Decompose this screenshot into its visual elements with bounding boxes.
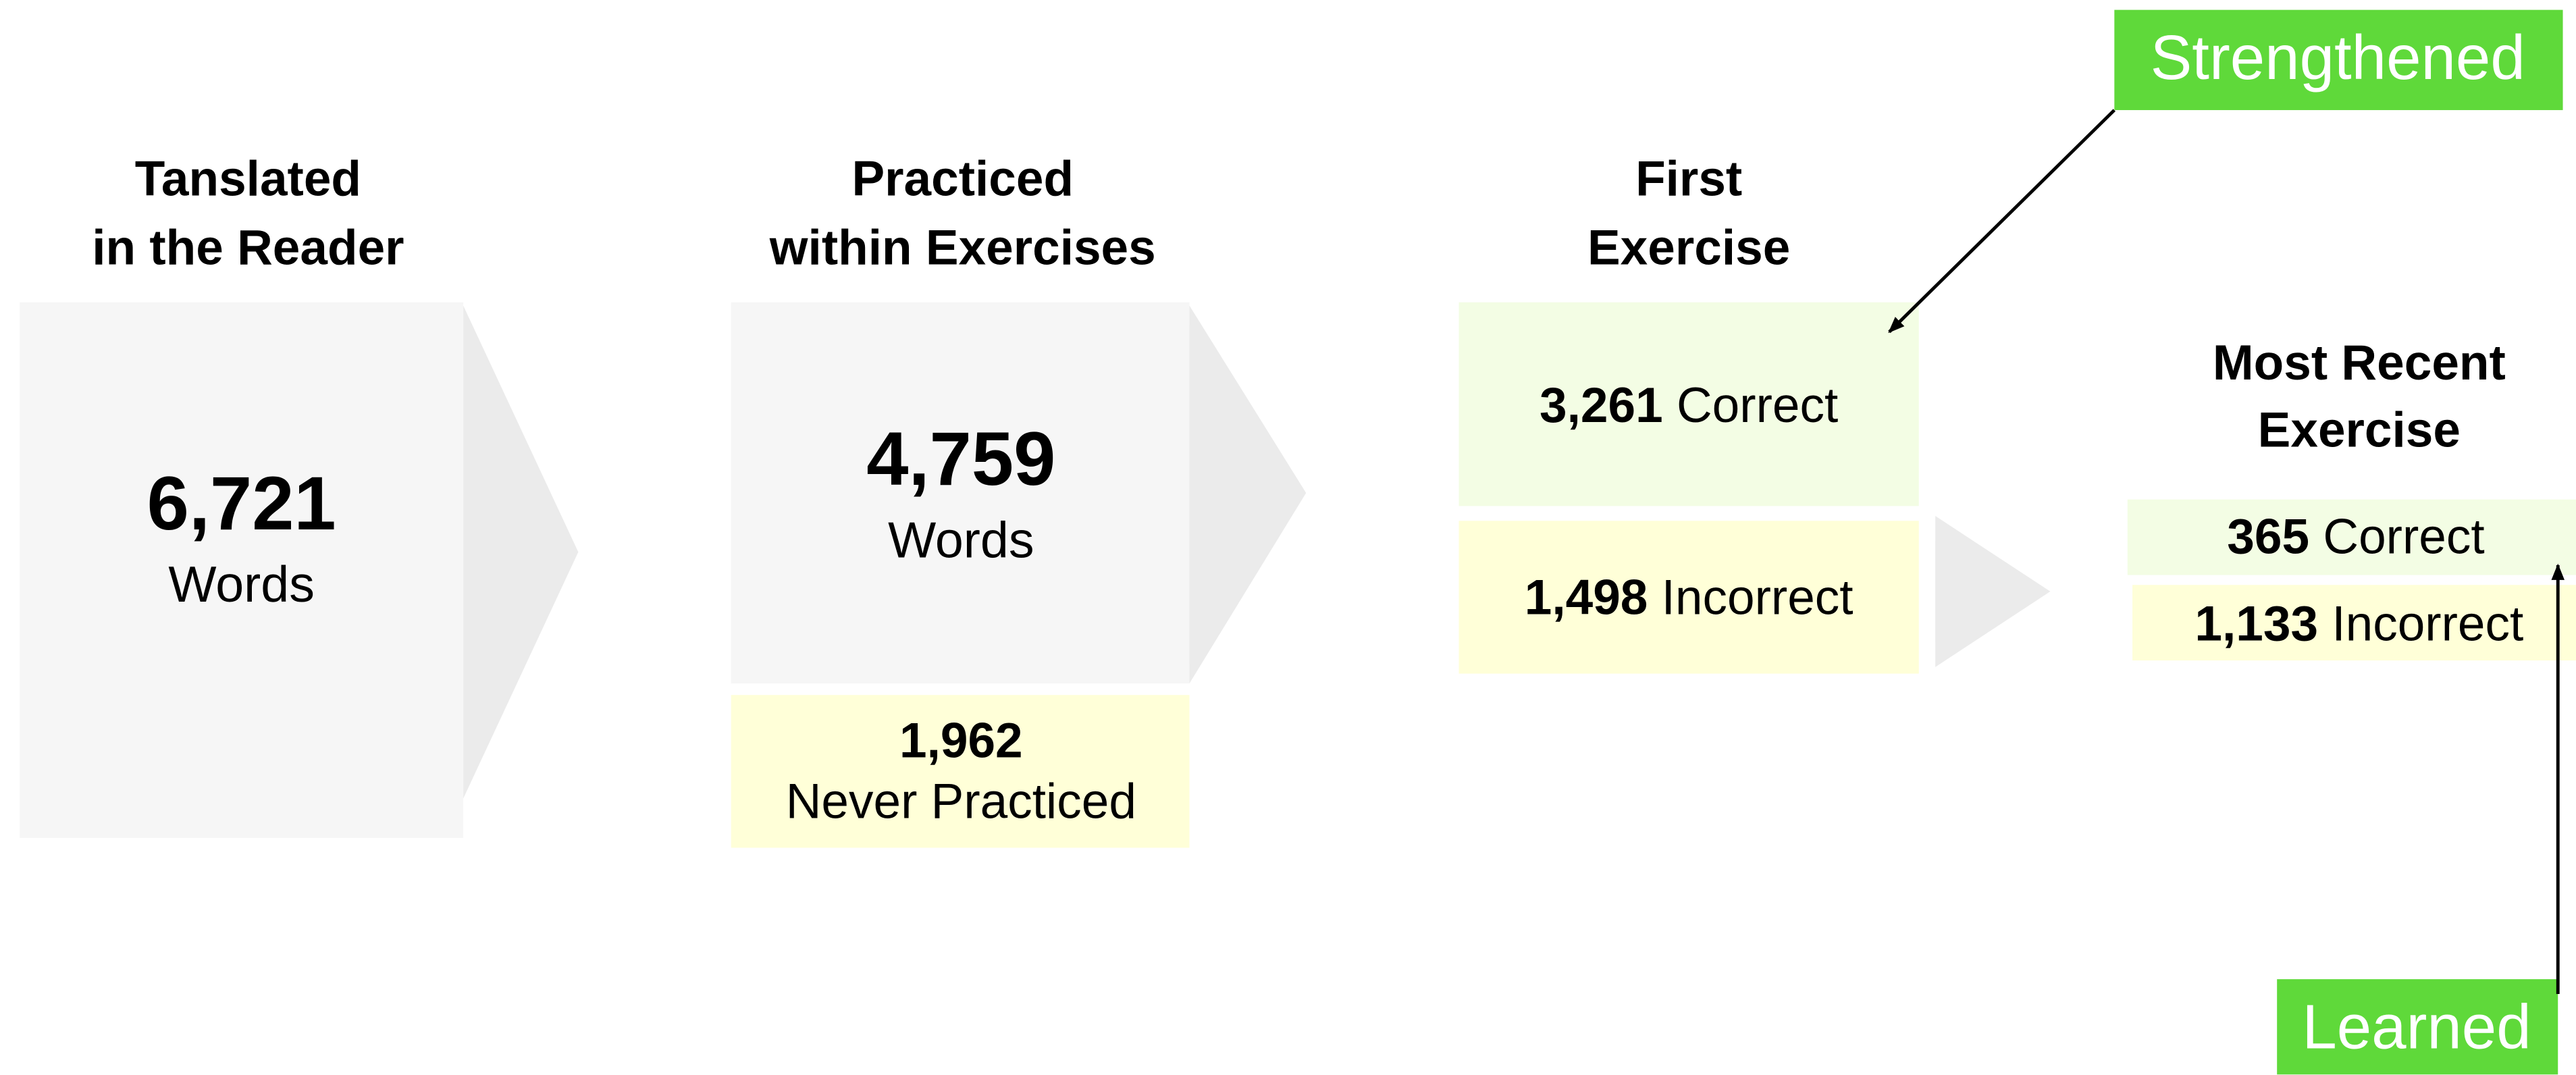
flow-arrow	[1935, 516, 2051, 667]
label: Correct	[1677, 378, 1838, 433]
stage-title: Exercise	[1587, 221, 1790, 276]
count: 1,133	[2194, 597, 2318, 652]
stage-title: Exercise	[2258, 403, 2461, 458]
incorrect-row: 1,498 Incorrect	[1525, 571, 1854, 625]
correct-box	[1458, 302, 1919, 506]
incorrect-box	[1458, 521, 1919, 674]
correct-box	[2127, 499, 2576, 575]
flow-arrow	[1189, 305, 1307, 684]
label: Never Practiced	[786, 775, 1136, 829]
label: Incorrect	[2332, 597, 2523, 652]
unit: Words	[168, 556, 315, 612]
stage-title: Tanslated	[135, 151, 361, 206]
label: Incorrect	[1662, 571, 1854, 625]
flow-arrow	[463, 305, 579, 799]
stage-title: within Exercises	[769, 221, 1156, 276]
correct-row: 3,261 Correct	[1540, 378, 1838, 433]
label: Correct	[2323, 510, 2484, 565]
stage-box	[731, 302, 1190, 684]
unit: Words	[888, 511, 1034, 568]
count: 4,759	[866, 417, 1055, 501]
strengthened-label: Strengthened	[2151, 22, 2525, 93]
stage-title: Practiced	[851, 151, 1074, 206]
never-box	[731, 695, 1190, 848]
correct-row: 365 Correct	[2227, 510, 2484, 565]
stage-box	[20, 302, 464, 838]
count: 365	[2227, 510, 2309, 565]
stage-title: First	[1635, 151, 1742, 206]
strengthened-tag	[2114, 9, 2563, 111]
annotation-arrow	[1888, 109, 2116, 334]
incorrect-row: 1,133 Incorrect	[2194, 597, 2523, 652]
count: 6,721	[147, 461, 336, 546]
stage-title: in the Reader	[92, 221, 404, 276]
learned-label: Learned	[2302, 991, 2531, 1061]
count: 3,261	[1540, 378, 1663, 433]
learned-tag	[2277, 979, 2558, 1075]
stage-title: Most Recent	[2213, 336, 2506, 390]
count: 1,962	[899, 713, 1023, 768]
incorrect-box	[2132, 585, 2576, 661]
count: 1,498	[1525, 571, 1648, 625]
